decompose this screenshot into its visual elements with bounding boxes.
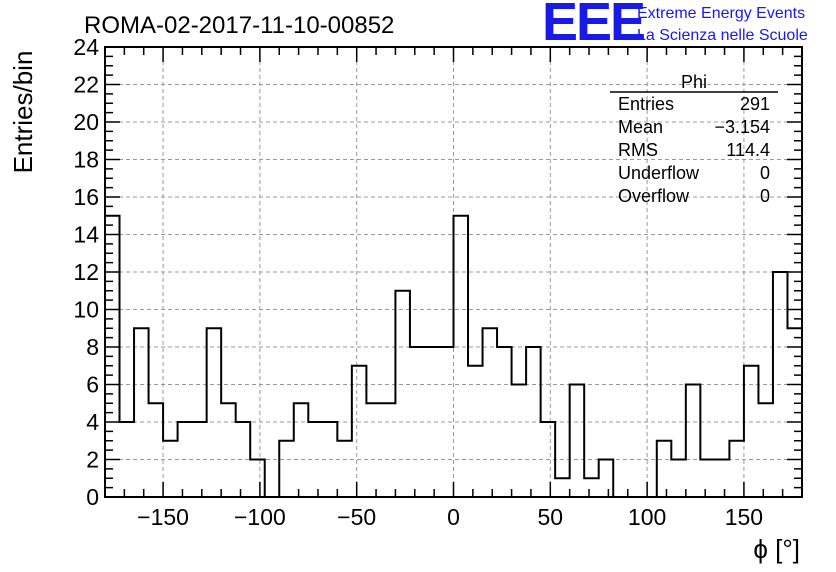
x-axis-title: ϕ [°]	[753, 534, 800, 564]
y-tick-label: 14	[73, 222, 99, 248]
stats-value-mean: −3.154	[714, 117, 770, 137]
stats-value-underflow: 0	[760, 163, 770, 183]
stats-label-overflow: Overflow	[618, 186, 690, 206]
stats-value-rms: 114.4	[726, 140, 770, 160]
x-tick-label: −150	[137, 504, 189, 530]
stats-label-rms: RMS	[618, 140, 658, 160]
logo-subtitle-line2: La Scienza nelle Scuole	[637, 27, 808, 44]
stats-label-entries: Entries	[618, 94, 674, 114]
stats-label-underflow: Underflow	[618, 163, 700, 183]
stats-value-entries: 291	[740, 94, 770, 114]
axis-ticks	[105, 46, 803, 498]
x-tick-labels: −150 −100 −50 0 50 100 150	[137, 504, 763, 530]
y-axis-title: Entries/bin	[8, 51, 38, 174]
histogram-outline	[105, 214, 802, 498]
y-tick-label: 24	[73, 34, 99, 60]
stats-title: Phi	[681, 72, 707, 92]
y-tick-label: 0	[86, 484, 99, 510]
stats-value-overflow: 0	[760, 186, 770, 206]
y-tick-label: 10	[73, 297, 99, 323]
x-tick-label: −100	[234, 504, 286, 530]
y-tick-label: 12	[73, 259, 99, 285]
y-tick-label: 8	[86, 334, 99, 360]
x-tick-label: 0	[447, 504, 460, 530]
y-tick-label: 22	[73, 72, 99, 98]
y-tick-label: 6	[86, 372, 99, 398]
y-tick-label: 2	[86, 447, 99, 473]
y-tick-label: 18	[73, 147, 99, 173]
y-tick-label: 20	[73, 109, 99, 135]
eee-logo: EEE Extreme Energy Events La Scienza nel…	[542, 0, 808, 52]
x-tick-label: 150	[725, 504, 763, 530]
eee-logo-mark: EEE	[542, 0, 644, 52]
stats-label-mean: Mean	[618, 117, 663, 137]
chart-title: ROMA-02-2017-11-10-00852	[84, 12, 394, 39]
x-tick-label: 100	[628, 504, 666, 530]
y-tick-label: 16	[73, 184, 99, 210]
x-tick-label: −50	[337, 504, 376, 530]
x-tick-label: 50	[538, 504, 564, 530]
stats-box: Phi Entries 291 Mean −3.154 RMS 114.4 Un…	[610, 72, 778, 206]
logo-subtitle-line1: Extreme Energy Events	[637, 5, 805, 22]
y-tick-label: 4	[86, 409, 99, 435]
